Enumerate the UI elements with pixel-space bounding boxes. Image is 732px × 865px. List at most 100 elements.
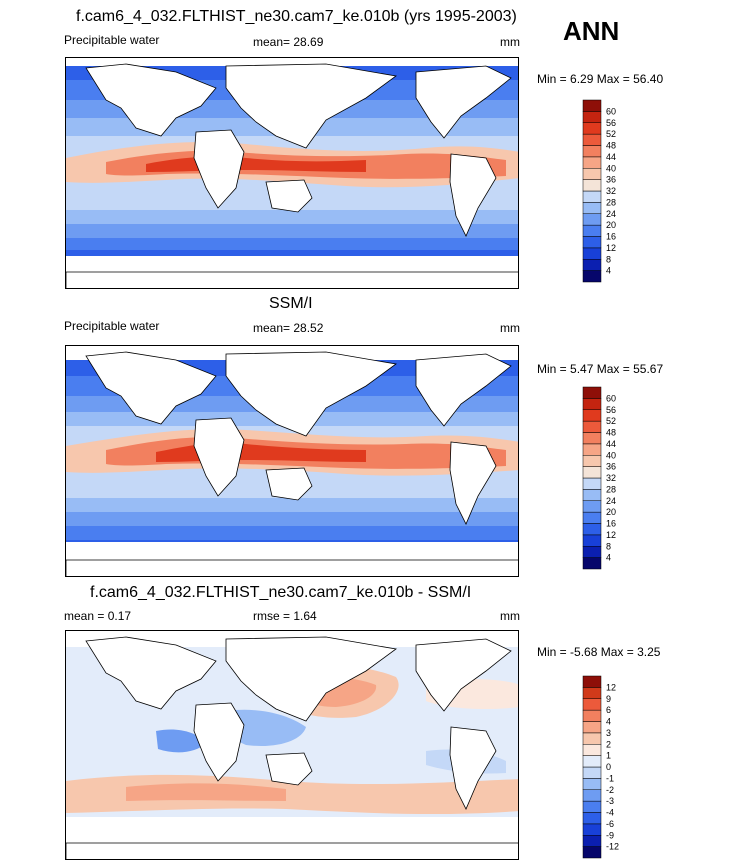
obs-colorbar-box bbox=[582, 409, 602, 422]
model-minmax: Min = 6.29 Max = 56.40 bbox=[537, 73, 663, 85]
obs-colorbar-box bbox=[582, 432, 602, 445]
obs-title: SSM/I bbox=[269, 295, 313, 312]
obs-mean-label: mean= bbox=[253, 321, 291, 335]
diff-rmse: rmse = 1.64 bbox=[253, 610, 317, 622]
obs-colorbar-box bbox=[582, 398, 602, 410]
obs-colorbar-box bbox=[582, 500, 602, 513]
model-colorbar-label: 52 bbox=[606, 129, 616, 139]
obs-colorbar-box bbox=[582, 523, 602, 536]
model-colorbar-label: 16 bbox=[606, 232, 616, 242]
model-colorbar-box bbox=[582, 145, 602, 158]
diff-colorbar-label: -9 bbox=[606, 830, 614, 840]
obs-colorbar-label: 12 bbox=[606, 530, 616, 540]
obs-colorbar-label: 32 bbox=[606, 473, 616, 483]
diff-minmax: Min = -5.68 Max = 3.25 bbox=[537, 646, 660, 658]
diff-rmse-value: 1.64 bbox=[293, 609, 317, 623]
diff-map-svg bbox=[66, 631, 518, 859]
model-colorbar-box bbox=[582, 259, 602, 271]
model-colorbar-label: 4 bbox=[606, 266, 611, 276]
model-colorbar-box bbox=[582, 111, 602, 123]
obs-colorbar-label: 20 bbox=[606, 507, 616, 517]
diff-colorbar-label: 1 bbox=[606, 751, 611, 761]
model-colorbar-label: 36 bbox=[606, 175, 616, 185]
obs-map bbox=[65, 345, 519, 577]
model-colorbar-box bbox=[582, 213, 602, 226]
diff-min-label: Min = bbox=[537, 645, 567, 659]
model-colorbar-box bbox=[582, 156, 602, 169]
obs-colorbar-label: 8 bbox=[606, 541, 611, 551]
diff-colorbar-box bbox=[582, 835, 602, 847]
diff-colorbar-label: 0 bbox=[606, 762, 611, 772]
model-colorbar-box bbox=[582, 122, 602, 135]
model-mean-value: 28.69 bbox=[293, 35, 324, 49]
model-max-value: 56.40 bbox=[633, 72, 664, 86]
obs-units: mm bbox=[500, 321, 520, 335]
diff-colorbar-label: -12 bbox=[606, 842, 619, 852]
model-colorbar-box bbox=[582, 190, 602, 203]
diff-colorbar-box bbox=[582, 675, 602, 688]
model-map bbox=[65, 57, 519, 289]
obs-colorbar-label: 24 bbox=[606, 496, 616, 506]
obs-max-value: 55.67 bbox=[633, 362, 664, 376]
obs-map-svg bbox=[66, 346, 518, 576]
obs-colorbar-label: 52 bbox=[606, 416, 616, 426]
obs-colorbar-box bbox=[582, 443, 602, 456]
diff-colorbar-label: 4 bbox=[606, 717, 611, 727]
diff-colorbar-box bbox=[582, 755, 602, 768]
diff-mean: mean = 0.17 bbox=[64, 610, 131, 622]
obs-mean-value: 28.52 bbox=[293, 321, 324, 335]
diff-colorbar-box bbox=[582, 778, 602, 790]
obs-colorbar-label: 28 bbox=[606, 484, 616, 494]
obs-variable: Precipitable water bbox=[64, 319, 160, 333]
diff-colorbar-label: -1 bbox=[606, 773, 614, 783]
obs-colorbar-box bbox=[582, 557, 602, 570]
diff-colorbar-label: -3 bbox=[606, 796, 614, 806]
obs-colorbar-label: 36 bbox=[606, 462, 616, 472]
obs-colorbar: 4 8 12 16 20 24 28 32 36 40 44 48 52 56 60 bbox=[582, 386, 616, 570]
model-colorbar-label: 32 bbox=[606, 186, 616, 196]
diff-mean-label: mean = bbox=[64, 609, 105, 623]
diff-colorbar-box bbox=[582, 709, 602, 722]
obs-colorbar-label: 40 bbox=[606, 450, 616, 460]
diff-colorbar-label: -6 bbox=[606, 819, 614, 829]
model-colorbar-label: 56 bbox=[606, 118, 616, 128]
diff-units: mm bbox=[500, 609, 520, 623]
model-variable: Precipitable water bbox=[64, 33, 160, 47]
obs-colorbar-box bbox=[582, 489, 602, 501]
obs-colorbar-box bbox=[582, 455, 602, 467]
obs-colorbar-label: 44 bbox=[606, 439, 616, 449]
obs-colorbar-label: 4 bbox=[606, 553, 611, 563]
model-colorbar-label: 8 bbox=[606, 254, 611, 264]
model-colorbar-box bbox=[582, 99, 602, 112]
diff-colorbar-label: 12 bbox=[606, 682, 616, 692]
diff-colorbar-box bbox=[582, 823, 602, 836]
diff-colorbar-label: -4 bbox=[606, 808, 614, 818]
diff-colorbar-box bbox=[582, 789, 602, 802]
model-mean-label: mean= bbox=[253, 35, 291, 49]
diff-colorbar-box bbox=[582, 846, 602, 859]
model-colorbar-label: 24 bbox=[606, 209, 616, 219]
diff-colorbar-box bbox=[582, 687, 602, 699]
diff-colorbar-label: 3 bbox=[606, 728, 611, 738]
diff-colorbar-label: -2 bbox=[606, 785, 614, 795]
obs-minmax: Min = 5.47 Max = 55.67 bbox=[537, 363, 663, 375]
diff-max-label: Max = bbox=[600, 645, 634, 659]
model-colorbar-box bbox=[582, 133, 602, 146]
model-colorbar-box bbox=[582, 224, 602, 237]
model-colorbar-label: 40 bbox=[606, 163, 616, 173]
diff-title: f.cam6_4_032.FLTHIST_ne30.cam7_ke.010b -… bbox=[90, 584, 472, 601]
diff-max-value: 3.25 bbox=[637, 645, 661, 659]
model-colorbar: 4 8 12 16 20 24 28 32 36 40 44 48 52 56 60 bbox=[582, 99, 616, 283]
model-colorbar-box bbox=[582, 202, 602, 214]
diff-colorbar-label: 6 bbox=[606, 705, 611, 715]
diff-colorbar-box bbox=[582, 721, 602, 734]
diff-colorbar-box bbox=[582, 732, 602, 745]
model-colorbar-box bbox=[582, 236, 602, 249]
model-max-label: Max = bbox=[596, 72, 630, 86]
diff-colorbar: -12 -9 -6 -4 -3 -2 -1 0 1 2 3 4 6 9 12 bbox=[582, 675, 619, 859]
model-colorbar-box bbox=[582, 168, 602, 180]
model-min-value: 6.29 bbox=[570, 72, 594, 86]
